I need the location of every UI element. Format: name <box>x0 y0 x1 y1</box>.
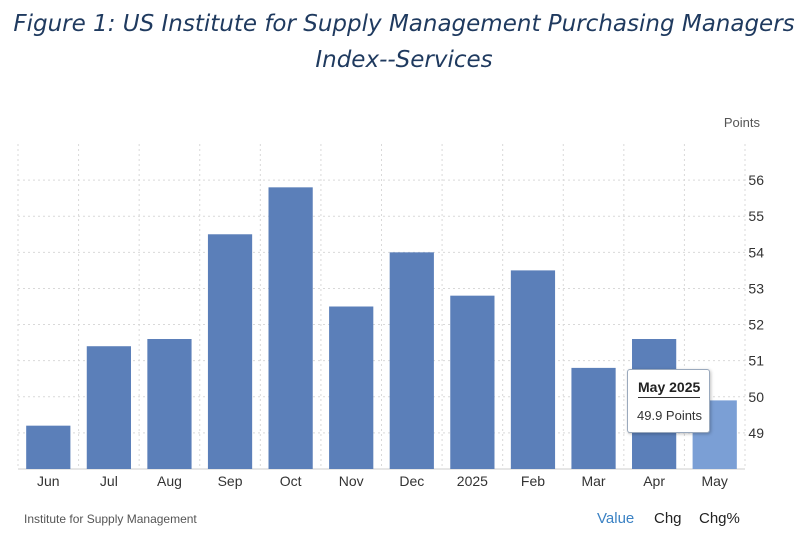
figure-title-line-1: Figure 1: US Institute for Supply Manage… <box>13 11 795 37</box>
bars-layer <box>26 187 737 470</box>
tooltip-value: 49.9 Points <box>637 408 703 423</box>
y-tick-label: 51 <box>748 353 764 369</box>
bar-jun[interactable] <box>26 425 71 469</box>
y-tick-label: 56 <box>748 172 764 188</box>
bar-2025[interactable] <box>450 295 495 469</box>
bar-aug[interactable] <box>147 339 192 469</box>
x-tick-label: Mar <box>581 473 605 489</box>
y-axis-unit-label: Points <box>724 115 761 130</box>
bar-sep[interactable] <box>207 234 253 469</box>
bar-jul[interactable] <box>86 346 131 469</box>
x-tick-label: Dec <box>399 473 424 489</box>
chg-toggle[interactable]: Chg <box>654 510 682 527</box>
bar-nov[interactable] <box>329 306 374 470</box>
bar-mar[interactable] <box>571 367 616 469</box>
x-tick-label: 2025 <box>457 473 488 489</box>
figure-title-line-2: Index--Services <box>315 47 493 73</box>
value-toggle[interactable]: Value <box>597 510 635 527</box>
ticks-layer: 49 50 51 52 53 54 55 56 <box>748 172 764 441</box>
y-tick-label: 54 <box>748 244 764 260</box>
x-tick-label: Feb <box>521 473 545 489</box>
figure-title: Figure 1: US Institute for Supply Manage… <box>0 6 808 78</box>
x-tick-label: Nov <box>339 473 364 489</box>
tooltip: May 2025 49.9 Points <box>627 369 710 433</box>
tooltip-title: May 2025 <box>638 379 701 398</box>
y-tick-label: 49 <box>748 425 764 441</box>
bar-feb[interactable] <box>510 270 556 469</box>
bar-oct[interactable] <box>268 187 313 470</box>
x-tick-label: May <box>701 473 727 489</box>
x-tick-label: Jul <box>100 473 118 489</box>
bar-dec[interactable] <box>389 252 434 469</box>
y-tick-label: 55 <box>748 208 764 224</box>
x-tick-label: Apr <box>643 473 665 489</box>
source-label: Institute for Supply Management <box>24 512 197 526</box>
grid-layer <box>17 144 746 470</box>
x-tick-label: Jun <box>37 473 60 489</box>
y-tick-label: 53 <box>748 280 764 296</box>
xlabels-layer: Jun Jul Aug Sep Oct Nov Dec 2025 Feb Mar Apr May <box>37 473 728 489</box>
chg-percent-toggle[interactable]: Chg% <box>699 510 740 527</box>
x-tick-label: Sep <box>218 473 243 489</box>
x-tick-label: Oct <box>280 473 302 489</box>
x-tick-label: Aug <box>157 473 182 489</box>
y-tick-label: 52 <box>748 317 764 333</box>
y-tick-label: 50 <box>748 389 764 405</box>
